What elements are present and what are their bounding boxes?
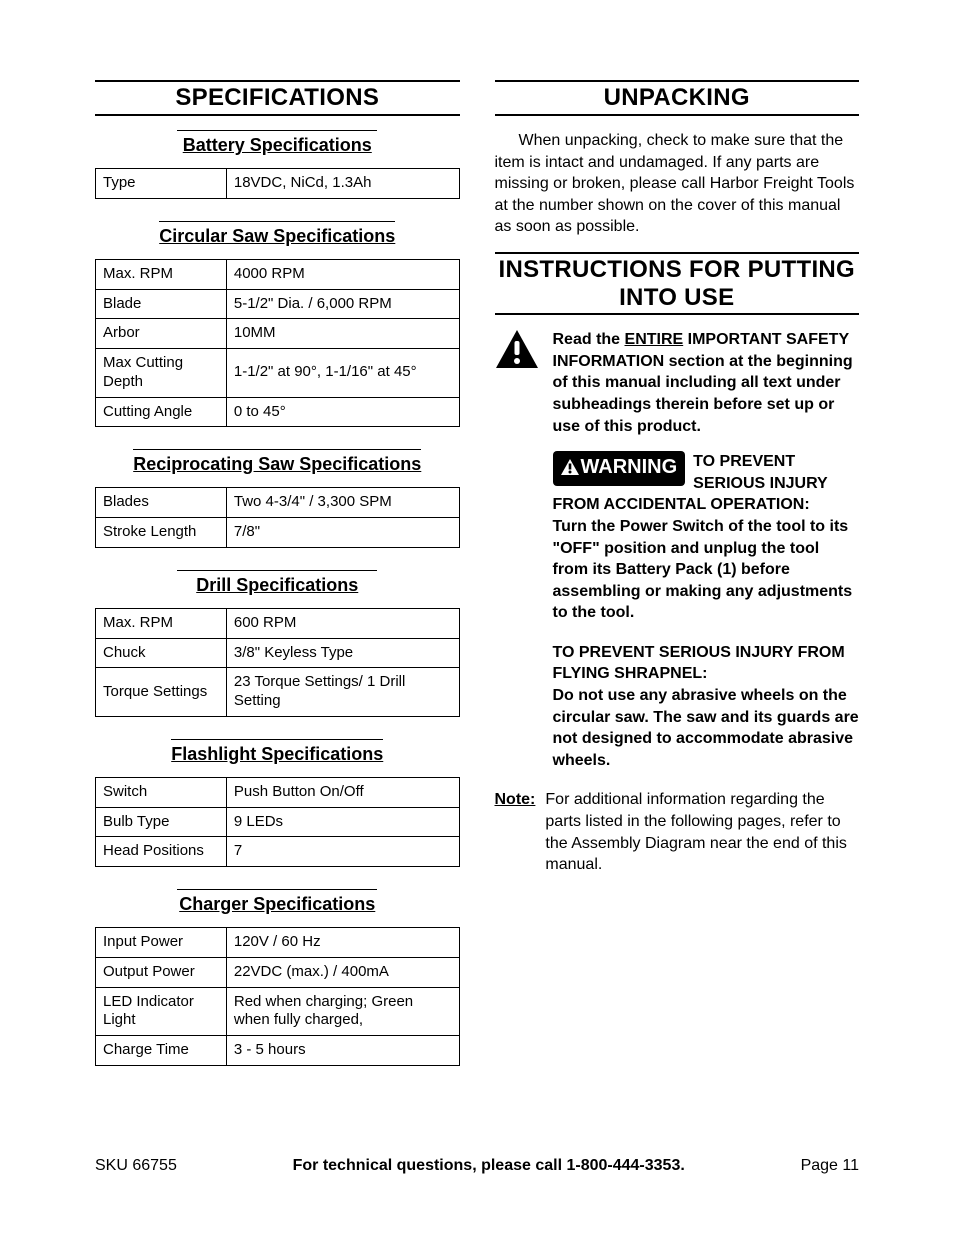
table-cell: 600 RPM [226, 608, 459, 638]
table-cell: 1-1/2" at 90°, 1-1/16" at 45° [226, 349, 459, 398]
table-row: Bulb Type9 LEDs [96, 807, 460, 837]
spec-table: Max. RPM4000 RPMBlade5-1/2" Dia. / 6,000… [95, 259, 460, 428]
table-row: Torque Settings23 Torque Settings/ 1 Dri… [96, 668, 460, 717]
table-cell: 3 - 5 hours [226, 1036, 459, 1066]
table-row: SwitchPush Button On/Off [96, 777, 460, 807]
alert-triangle-icon [495, 329, 539, 374]
warning-badge-label: WARNING [581, 456, 678, 478]
note-block: Note: For additional information regardi… [495, 789, 860, 875]
table-cell: Arbor [96, 319, 227, 349]
table-cell: Charge Time [96, 1036, 227, 1066]
table-row: Head Positions7 [96, 837, 460, 867]
table-cell: Max. RPM [96, 259, 227, 289]
spec-table: Input Power120V / 60 HzOutput Power22VDC… [95, 927, 460, 1066]
table-cell: 9 LEDs [226, 807, 459, 837]
table-cell: Head Positions [96, 837, 227, 867]
table-cell: LED Indicator Light [96, 987, 227, 1036]
table-cell: 18VDC, NiCd, 1.3Ah [226, 169, 459, 199]
table-row: Blade5-1/2" Dia. / 6,000 RPM [96, 289, 460, 319]
table-cell: Input Power [96, 928, 227, 958]
warn2-body: Do not use any abrasive wheels on the ci… [553, 687, 859, 769]
safety-read-block: Read the ENTIRE IMPORTANT SAFETY INFORMA… [495, 329, 860, 437]
footer-page: Page 11 [801, 1157, 859, 1175]
table-cell: Chuck [96, 638, 227, 668]
table-cell: 7 [226, 837, 459, 867]
table-cell: Two 4-3/4" / 3,300 SPM [226, 488, 459, 518]
note-label: Note: [495, 789, 536, 875]
safety-read-entire: ENTIRE [625, 331, 684, 348]
spec-sub-header: Circular Saw Specifications [159, 221, 395, 247]
table-cell: 3/8" Keyless Type [226, 638, 459, 668]
table-row: Output Power22VDC (max.) / 400mA [96, 957, 460, 987]
table-cell: Cutting Angle [96, 397, 227, 427]
table-cell: 23 Torque Settings/ 1 Drill Setting [226, 668, 459, 717]
footer-support: For technical questions, please call 1-8… [293, 1157, 685, 1175]
table-row: LED Indicator LightRed when charging; Gr… [96, 987, 460, 1036]
table-row: Charge Time3 - 5 hours [96, 1036, 460, 1066]
table-row: Max. RPM4000 RPM [96, 259, 460, 289]
unpacking-header: UNPACKING [495, 80, 860, 116]
spec-table: BladesTwo 4-3/4" / 3,300 SPMStroke Lengt… [95, 487, 460, 548]
spec-sub-header: Drill Specifications [177, 570, 377, 596]
spec-table: Max. RPM600 RPMChuck3/8" Keyless TypeTor… [95, 608, 460, 717]
right-column: UNPACKING When unpacking, check to make … [495, 80, 860, 1070]
table-row: BladesTwo 4-3/4" / 3,300 SPM [96, 488, 460, 518]
table-cell: Blades [96, 488, 227, 518]
spec-sub-header: Reciprocating Saw Specifications [133, 449, 421, 475]
safety-read-text: Read the ENTIRE IMPORTANT SAFETY INFORMA… [553, 329, 860, 437]
warning-block-1: WARNING TO PREVENT SERIOUS INJURY FROM A… [553, 451, 860, 771]
unpacking-paragraph: When unpacking, check to make sure that … [495, 130, 860, 238]
spec-sub-header: Battery Specifications [177, 130, 377, 156]
table-cell: Switch [96, 777, 227, 807]
table-cell: Stroke Length [96, 518, 227, 548]
warning-badge: WARNING [553, 451, 686, 486]
table-row: Chuck3/8" Keyless Type [96, 638, 460, 668]
left-column: SPECIFICATIONS Battery Specifications Typ… [95, 80, 460, 1070]
table-cell: Output Power [96, 957, 227, 987]
specifications-header: SPECIFICATIONS [95, 80, 460, 116]
alert-triangle-icon [561, 456, 579, 483]
table-row: Arbor10MM [96, 319, 460, 349]
page-footer: SKU 66755 For technical questions, pleas… [95, 1157, 859, 1175]
instructions-header: INSTRUCTIONS FOR PUTTING INTO USE [495, 252, 860, 315]
table-cell: 5-1/2" Dia. / 6,000 RPM [226, 289, 459, 319]
table-cell: Push Button On/Off [226, 777, 459, 807]
table-cell: 120V / 60 Hz [226, 928, 459, 958]
table-cell: 22VDC (max.) / 400mA [226, 957, 459, 987]
footer-sku: SKU 66755 [95, 1157, 177, 1175]
note-text: For additional information regarding the… [545, 789, 859, 875]
warn1-body: Turn the Power Switch of the tool to its… [553, 518, 853, 621]
table-cell: 0 to 45° [226, 397, 459, 427]
table-cell: Torque Settings [96, 668, 227, 717]
spec-table: SwitchPush Button On/OffBulb Type9 LEDsH… [95, 777, 460, 867]
spec-sub-header: Charger Specifications [177, 889, 377, 915]
table-row: Input Power120V / 60 Hz [96, 928, 460, 958]
table-cell: Bulb Type [96, 807, 227, 837]
table-cell: 4000 RPM [226, 259, 459, 289]
spec-table: Type18VDC, NiCd, 1.3Ah [95, 168, 460, 199]
table-row: Max. RPM600 RPM [96, 608, 460, 638]
table-row: Stroke Length7/8" [96, 518, 460, 548]
table-cell: Blade [96, 289, 227, 319]
table-cell: Type [96, 169, 227, 199]
safety-read-pre: Read the [553, 331, 625, 348]
table-row: Max Cutting Depth1-1/2" at 90°, 1-1/16" … [96, 349, 460, 398]
table-cell: Max Cutting Depth [96, 349, 227, 398]
table-cell: 7/8" [226, 518, 459, 548]
warn2-head: TO PREVENT SERIOUS INJURY FROM FLYING SH… [553, 644, 845, 683]
table-cell: 10MM [226, 319, 459, 349]
table-cell: Red when charging; Green when fully char… [226, 987, 459, 1036]
table-row: Type18VDC, NiCd, 1.3Ah [96, 169, 460, 199]
table-row: Cutting Angle0 to 45° [96, 397, 460, 427]
spec-sub-header: Flashlight Specifications [171, 739, 383, 765]
table-cell: Max. RPM [96, 608, 227, 638]
